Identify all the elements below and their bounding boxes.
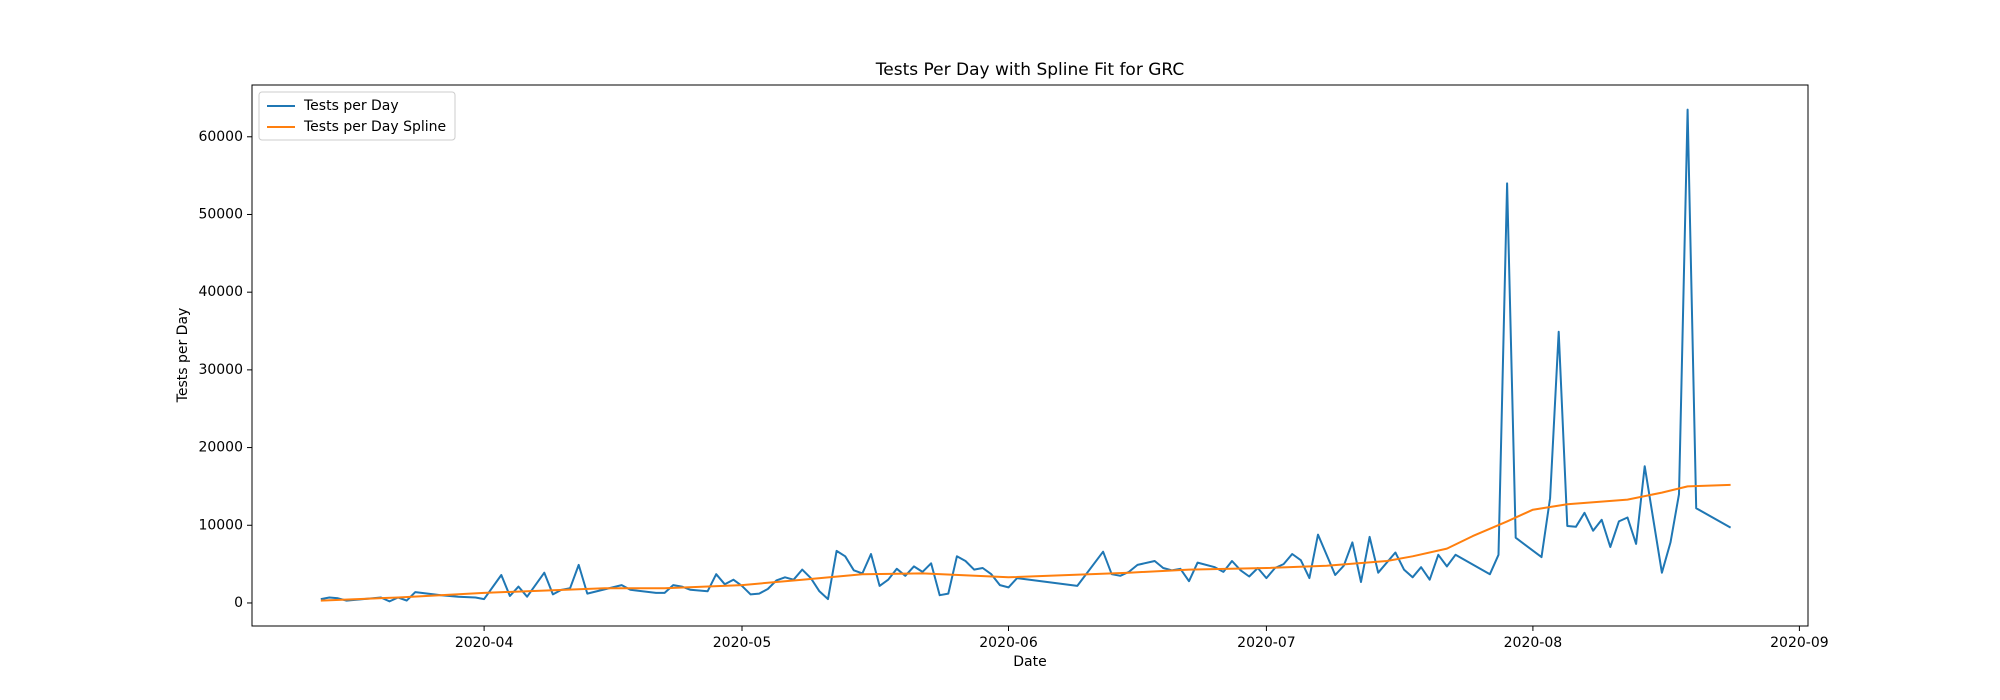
x-axis-label: Date (1013, 654, 1046, 670)
x-tick-label: 2020-05 (713, 635, 772, 651)
y-axis-label: Tests per Day (175, 308, 191, 404)
x-tick-label: 2020-07 (1237, 635, 1296, 651)
x-tick-label: 2020-04 (455, 635, 514, 651)
data-line (320, 483, 1731, 602)
y-tick-label: 50000 (198, 206, 243, 222)
y-tick-label: 10000 (198, 517, 243, 533)
legend-label: Tests per Day (303, 98, 399, 114)
data-line (320, 108, 1732, 603)
y-tick-label: 40000 (198, 284, 243, 300)
legend-label: Tests per Day Spline (303, 119, 446, 135)
y-tick-label: 0 (234, 595, 243, 611)
plot-frame (251, 84, 1809, 627)
y-tick-label: 60000 (198, 129, 243, 145)
x-tick-label: 2020-09 (1770, 635, 1829, 651)
y-tick-label: 20000 (198, 440, 243, 456)
x-tick-label: 2020-08 (1504, 635, 1563, 651)
chart-title: Tests Per Day with Spline Fit for GRC (875, 60, 1184, 80)
legend-box (258, 91, 456, 141)
y-tick-label: 30000 (198, 362, 243, 378)
x-tick-label: 2020-06 (979, 635, 1038, 651)
